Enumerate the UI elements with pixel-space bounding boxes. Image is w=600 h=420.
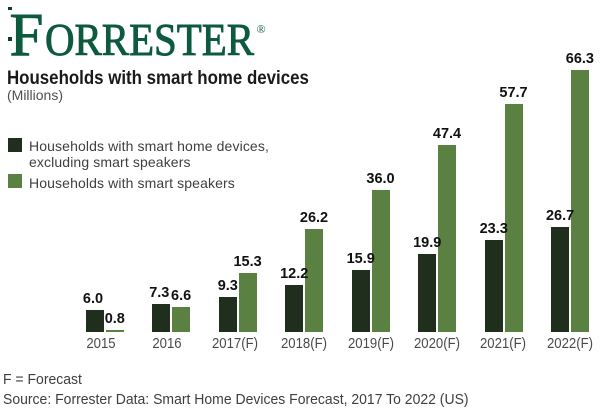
svg-text:F: F (10, 2, 44, 64)
svg-text:ORRESTER: ORRESTER (45, 14, 254, 64)
svg-text:®: ® (257, 22, 266, 36)
